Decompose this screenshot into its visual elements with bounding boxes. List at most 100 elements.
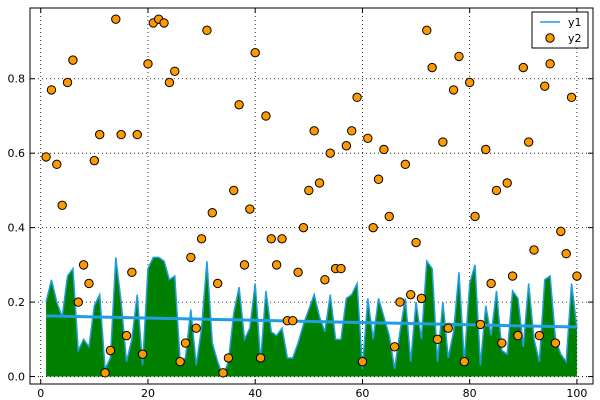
y2-point bbox=[384, 211, 394, 222]
y2-point bbox=[52, 159, 62, 170]
y2-point bbox=[529, 245, 539, 255]
y2-point bbox=[159, 18, 169, 28]
y2-point bbox=[137, 349, 148, 359]
y2-point bbox=[202, 25, 212, 36]
legend-box bbox=[531, 11, 589, 49]
y2-point bbox=[556, 226, 566, 237]
y2-point bbox=[341, 141, 352, 151]
axis-ticks: 0 20 40 60 80 100 0.0 0.2 0.4 0.6 0.8 bbox=[8, 8, 593, 400]
y2-point bbox=[523, 137, 534, 147]
y2-point bbox=[57, 200, 67, 211]
y2-point bbox=[550, 338, 561, 348]
y2-point bbox=[73, 297, 83, 307]
y2-point bbox=[288, 316, 298, 326]
y2-point bbox=[534, 330, 545, 341]
x-tick-label: 80 bbox=[463, 387, 477, 400]
y2-point bbox=[540, 81, 550, 91]
y2-point bbox=[502, 178, 512, 188]
y2-point bbox=[261, 111, 271, 121]
y2-point bbox=[352, 92, 362, 103]
x-tick-label: 60 bbox=[355, 387, 369, 400]
y2-point bbox=[143, 59, 153, 69]
y2-point bbox=[411, 237, 421, 248]
y2-point bbox=[347, 126, 357, 136]
y2-point bbox=[132, 129, 142, 140]
x-tick-label: 40 bbox=[248, 387, 262, 400]
y-tick-label: 0.0 bbox=[8, 371, 26, 384]
y2-point bbox=[373, 174, 384, 184]
y2-point bbox=[325, 148, 335, 158]
y2-point bbox=[400, 159, 411, 170]
y2-point bbox=[266, 234, 276, 244]
y2-point bbox=[357, 356, 368, 367]
y2-point bbox=[561, 249, 571, 259]
y2-scatter-layer bbox=[41, 14, 582, 378]
y2-point bbox=[277, 234, 287, 244]
y2-point bbox=[293, 267, 303, 278]
y2-point bbox=[389, 342, 400, 352]
y2-point bbox=[545, 59, 555, 69]
y2-point bbox=[432, 334, 443, 345]
y2-point bbox=[223, 353, 234, 363]
y2-point bbox=[255, 353, 266, 363]
y2-point bbox=[89, 155, 100, 166]
y2-point bbox=[395, 297, 405, 307]
y2-point bbox=[212, 278, 223, 289]
x-tick-label: 100 bbox=[566, 387, 587, 400]
y2-point bbox=[438, 137, 448, 147]
y-tick-label: 0.8 bbox=[8, 73, 26, 86]
y2-point bbox=[427, 62, 437, 73]
y2-point bbox=[95, 129, 105, 140]
y2-point bbox=[304, 185, 314, 196]
y2-point bbox=[105, 345, 116, 356]
y2-point bbox=[470, 211, 480, 222]
y2-point bbox=[363, 133, 373, 143]
y2-point bbox=[448, 85, 459, 95]
legend-y2-label: y2 bbox=[568, 32, 582, 45]
y2-point bbox=[422, 25, 432, 36]
y2-point bbox=[497, 338, 507, 348]
y2-point bbox=[41, 152, 51, 162]
y2-point bbox=[100, 368, 110, 378]
y2-point bbox=[491, 185, 502, 196]
y2-point bbox=[566, 92, 577, 103]
line-layer bbox=[45, 256, 578, 379]
y2-point bbox=[336, 263, 346, 274]
y2-point bbox=[121, 330, 132, 341]
y2-point bbox=[127, 267, 137, 278]
trend-line bbox=[46, 314, 577, 329]
y2-point bbox=[379, 144, 389, 155]
y2-point bbox=[464, 77, 475, 88]
y2-point bbox=[475, 319, 486, 330]
y2-point bbox=[454, 51, 464, 62]
y2-point bbox=[186, 252, 196, 263]
y2-point bbox=[572, 271, 582, 281]
y2-point bbox=[196, 234, 207, 244]
y2-point bbox=[507, 271, 518, 281]
y2-point bbox=[175, 356, 185, 367]
y2-point bbox=[481, 144, 491, 155]
x-tick-label: 0 bbox=[37, 387, 44, 400]
y2-point bbox=[513, 330, 523, 341]
y2-point bbox=[405, 289, 416, 300]
grid bbox=[30, 8, 593, 384]
y2-point bbox=[239, 260, 250, 270]
y2-point bbox=[180, 338, 191, 348]
y2-point bbox=[170, 66, 180, 76]
y2-point bbox=[229, 185, 239, 196]
y2-point bbox=[207, 208, 218, 218]
legend: y1 y2 bbox=[531, 11, 589, 49]
y2-point bbox=[62, 77, 73, 88]
y-tick-label: 0.4 bbox=[8, 222, 26, 235]
y2-point bbox=[218, 368, 228, 378]
y2-point bbox=[245, 204, 255, 214]
y2-point bbox=[271, 260, 282, 270]
legend-y1-label: y1 bbox=[568, 16, 582, 29]
y2-point bbox=[111, 14, 121, 24]
y-tick-label: 0.2 bbox=[8, 296, 26, 309]
plot-frame bbox=[29, 7, 594, 385]
y2-point bbox=[309, 126, 319, 136]
y2-point bbox=[298, 222, 309, 233]
y2-point bbox=[320, 275, 330, 285]
